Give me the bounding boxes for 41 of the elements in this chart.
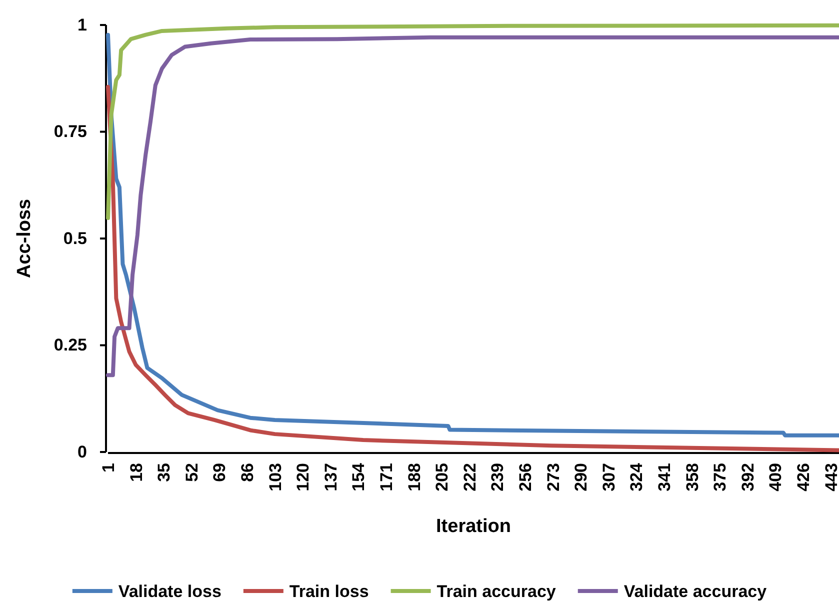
line-series xyxy=(106,32,839,438)
x-tick-label: 256 xyxy=(516,463,535,492)
x-tick-label: 35 xyxy=(154,463,174,482)
x-tick-label: 52 xyxy=(182,463,202,482)
legend-label: Train accuracy xyxy=(436,582,556,601)
x-tick-label: 443 xyxy=(822,463,839,492)
x-tick-label: 188 xyxy=(404,463,424,492)
y-tick-label: 0.5 xyxy=(63,228,87,248)
legend-label: Validate loss xyxy=(118,582,222,601)
y-tick-label: 1 xyxy=(78,15,87,34)
x-tick-label: 120 xyxy=(294,463,313,492)
x-tick-label: 205 xyxy=(432,463,452,492)
x-tick-label: 375 xyxy=(710,463,730,492)
y-tick-label: 0 xyxy=(78,442,87,462)
x-tick-label: 341 xyxy=(654,463,674,492)
legend-label: Validate accuracy xyxy=(624,582,768,601)
legend-label: Train loss xyxy=(289,582,369,601)
x-tick-label: 307 xyxy=(599,463,618,492)
x-tick-label: 18 xyxy=(126,463,146,482)
x-tick-label: 69 xyxy=(210,463,230,482)
x-tick-label: 426 xyxy=(794,463,813,492)
x-tick-label: 358 xyxy=(682,463,702,492)
x-tick-label: 273 xyxy=(544,463,563,492)
x-tick-label: 154 xyxy=(349,462,368,492)
x-tick-label: 239 xyxy=(488,463,508,492)
x-tick-label: 409 xyxy=(766,463,786,492)
line-series xyxy=(106,35,839,378)
x-tick-label: 290 xyxy=(572,463,591,492)
line-series xyxy=(106,23,839,220)
x-tick-label: 222 xyxy=(460,463,480,492)
x-tick-label: 137 xyxy=(321,463,340,492)
x-tick-label: 86 xyxy=(238,463,257,482)
x-tick-label: 392 xyxy=(738,463,758,492)
x-axis-title: Iteration xyxy=(436,516,511,537)
y-axis-title: Acc-loss xyxy=(14,198,35,278)
x-tick-label: 1 xyxy=(98,463,118,472)
y-tick-label: 0.75 xyxy=(54,122,87,142)
y-tick-label: 0.25 xyxy=(54,336,87,355)
x-tick-label: 103 xyxy=(266,463,285,492)
x-tick-label: 171 xyxy=(376,463,396,492)
x-tick-label: 324 xyxy=(627,462,646,492)
